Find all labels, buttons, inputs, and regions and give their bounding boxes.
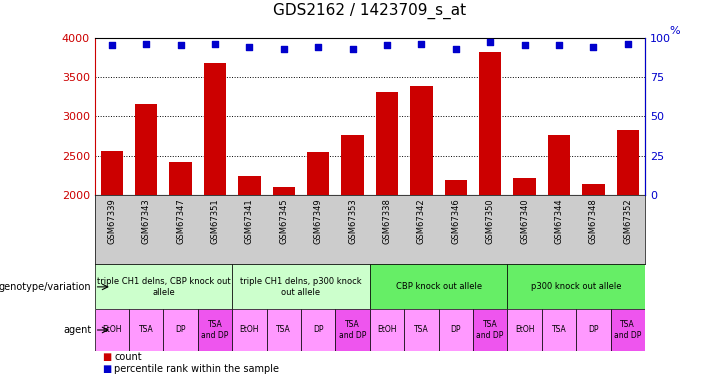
Text: DP: DP [313,326,323,334]
Text: GSM67341: GSM67341 [245,198,254,244]
Text: EtOH: EtOH [240,326,259,334]
Bar [582,184,604,195]
Bar [439,309,473,351]
Bar [473,309,508,351]
Point [519,42,530,48]
Text: GSM67343: GSM67343 [142,198,151,244]
Bar [238,176,261,195]
Text: GDS2162 / 1423709_s_at: GDS2162 / 1423709_s_at [273,3,466,19]
Bar [198,309,232,351]
Text: EtOH: EtOH [102,326,121,334]
Point [484,39,496,45]
Point [416,41,427,47]
Point [107,42,118,48]
Point [141,41,152,47]
Bar [129,309,163,351]
Bar [163,309,198,351]
Text: GSM67352: GSM67352 [623,198,632,244]
Point [210,41,221,47]
Text: TSA
and DP: TSA and DP [614,320,641,340]
Bar [101,151,123,195]
Text: agent: agent [63,325,91,335]
Text: GSM67338: GSM67338 [383,198,391,244]
Text: GSM67347: GSM67347 [176,198,185,244]
Bar [301,309,335,351]
Bar [232,309,266,351]
Text: ■: ■ [102,364,111,374]
Text: TSA: TSA [552,326,566,334]
Point [553,42,564,48]
Text: EtOH: EtOH [515,326,534,334]
Text: TSA
and DP: TSA and DP [477,320,504,340]
Text: CBP knock out allele: CBP knock out allele [395,282,482,291]
Text: triple CH1 delns, CBP knock out
allele: triple CH1 delns, CBP knock out allele [97,277,230,297]
Text: DP: DP [175,326,186,334]
Point [587,44,599,50]
Point [244,44,255,50]
Text: genotype/variation: genotype/variation [0,282,91,292]
Bar [513,178,536,195]
Text: TSA: TSA [414,326,429,334]
Bar [204,63,226,195]
Text: triple CH1 delns, p300 knock
out allele: triple CH1 delns, p300 knock out allele [240,277,362,297]
Bar [611,309,645,351]
Bar [508,309,542,351]
Bar [266,309,301,351]
Bar [576,309,611,351]
Text: GSM67346: GSM67346 [451,198,461,244]
Point [347,45,358,51]
Point [450,45,461,51]
Bar [170,162,192,195]
Text: TSA: TSA [139,326,154,334]
Text: GSM67345: GSM67345 [279,198,288,244]
Text: GSM67342: GSM67342 [417,198,426,244]
Text: %: % [669,26,680,36]
Bar [307,153,329,195]
Bar [404,309,439,351]
Text: TSA: TSA [276,326,291,334]
Text: GSM67339: GSM67339 [107,198,116,244]
Bar [135,104,158,195]
Text: ■: ■ [102,352,111,362]
Bar [95,264,232,309]
Bar [444,180,467,195]
Bar [232,264,370,309]
Point [381,42,393,48]
Bar [542,309,576,351]
Bar [410,86,433,195]
Text: GSM67350: GSM67350 [486,198,495,244]
Text: p300 knock out allele: p300 knock out allele [531,282,621,291]
Point [313,44,324,50]
Text: GSM67351: GSM67351 [210,198,219,244]
Bar [335,309,370,351]
Point [622,41,633,47]
Bar [508,264,645,309]
Text: GSM67349: GSM67349 [313,198,322,244]
Bar [547,135,570,195]
Text: GSM67340: GSM67340 [520,198,529,244]
Text: GSM67353: GSM67353 [348,198,357,244]
Text: TSA
and DP: TSA and DP [339,320,366,340]
Text: DP: DP [588,326,599,334]
Bar [479,52,501,195]
Bar [370,264,508,309]
Bar [341,135,364,195]
Bar [273,187,295,195]
Text: count: count [114,352,142,362]
Bar [617,130,639,195]
Text: GSM67348: GSM67348 [589,198,598,244]
Text: TSA
and DP: TSA and DP [201,320,229,340]
Bar [370,309,404,351]
Text: EtOH: EtOH [377,326,397,334]
Point [278,45,290,51]
Bar [376,92,398,195]
Bar [95,309,129,351]
Text: GSM67344: GSM67344 [554,198,564,244]
Text: percentile rank within the sample: percentile rank within the sample [114,364,279,374]
Text: DP: DP [451,326,461,334]
Point [175,42,186,48]
